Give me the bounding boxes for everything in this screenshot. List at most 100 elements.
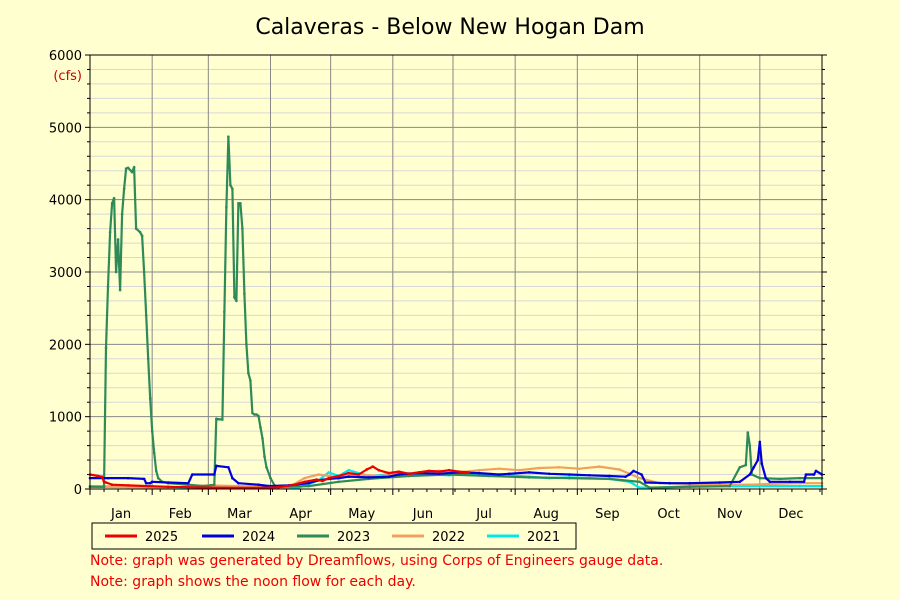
legend-label-2025: 2025 <box>145 530 178 545</box>
legend-label-2024: 2024 <box>242 530 275 545</box>
data-point-2023 <box>798 476 802 480</box>
data-point-2023 <box>140 234 144 238</box>
series-line-2025 <box>89 465 470 489</box>
data-point-2024 <box>337 476 340 480</box>
data-point-2025 <box>110 483 114 486</box>
data-point-2023 <box>223 310 226 314</box>
data-point-2025 <box>457 470 461 473</box>
data-point-2023 <box>748 444 752 447</box>
data-point-2024 <box>347 475 351 479</box>
data-point-2023 <box>728 484 732 488</box>
data-point-2023 <box>239 201 242 205</box>
data-point-2023 <box>148 397 152 400</box>
y-tick-label: 5000 <box>49 121 82 136</box>
data-point-2023 <box>134 227 138 230</box>
data-point-2024 <box>257 483 260 486</box>
y-tick-label: 4000 <box>49 194 82 209</box>
data-point-2023 <box>337 480 340 484</box>
data-point-2024 <box>106 476 110 480</box>
data-point-2023 <box>124 167 128 170</box>
data-point-2023 <box>112 196 116 200</box>
x-tick-label: Feb <box>169 507 192 522</box>
data-point-2023 <box>138 230 142 234</box>
data-point-2024 <box>644 481 647 484</box>
data-point-2024 <box>497 473 501 476</box>
data-point-2023 <box>257 414 260 418</box>
data-point-2024 <box>148 481 152 485</box>
data-point-2024 <box>758 440 762 444</box>
x-tick-label: Aug <box>534 507 559 522</box>
data-point-2024 <box>387 475 391 479</box>
data-point-2023 <box>110 201 114 205</box>
data-point-2023 <box>608 477 611 481</box>
data-point-2023 <box>738 466 742 469</box>
data-point-2023 <box>744 463 748 467</box>
data-point-2022 <box>618 468 621 471</box>
data-point-2021 <box>768 484 772 488</box>
y-tick-label: 1000 <box>49 411 82 426</box>
x-tick-label: Mar <box>227 507 252 522</box>
data-point-2023 <box>688 485 691 489</box>
data-point-2023 <box>213 483 216 486</box>
data-point-2025 <box>303 480 306 484</box>
data-point-2024 <box>437 472 441 476</box>
data-point-2022 <box>517 468 521 472</box>
data-point-2024 <box>632 469 635 473</box>
data-point-2024 <box>213 473 216 476</box>
data-point-2024 <box>237 481 240 485</box>
data-point-2024 <box>568 473 571 476</box>
data-point-2024 <box>215 464 218 468</box>
data-point-2022 <box>748 483 752 486</box>
data-point-2023 <box>154 469 158 473</box>
data-point-2023 <box>221 418 224 421</box>
data-point-2025 <box>104 481 108 484</box>
y-axis-unit: (cfs) <box>53 69 82 84</box>
data-point-2024 <box>788 480 792 484</box>
data-point-2024 <box>756 458 760 462</box>
data-point-2024 <box>802 480 806 484</box>
data-point-2023 <box>261 437 264 440</box>
data-point-2025 <box>277 485 280 489</box>
data-point-2023 <box>130 170 134 174</box>
data-point-2025 <box>96 474 100 478</box>
data-point-2024 <box>367 476 371 479</box>
data-point-2023 <box>102 485 106 489</box>
data-point-2025 <box>293 483 296 486</box>
x-axis: Jan Feb Mar Apr May Jun Jul Aug Sep Oct Nov Dec <box>89 489 823 522</box>
data-point-2023 <box>142 270 146 274</box>
data-point-2025 <box>321 479 324 483</box>
data-point-2023 <box>120 212 124 216</box>
note-noon-flow: Note: graph shows the noon flow for each… <box>90 574 416 590</box>
data-point-2023 <box>527 476 531 479</box>
legend-label-2021: 2021 <box>527 530 560 545</box>
x-tick-label: Dec <box>778 507 803 522</box>
data-point-2024 <box>752 466 756 469</box>
data-point-2023 <box>265 466 268 469</box>
data-point-2025 <box>315 478 318 481</box>
data-point-2023 <box>106 285 110 288</box>
data-point-2025 <box>327 476 330 480</box>
data-point-2023 <box>269 476 272 480</box>
data-point-2024 <box>640 473 643 476</box>
data-point-2023 <box>638 480 641 484</box>
plot-frame <box>89 54 823 490</box>
data-point-2025 <box>467 471 471 474</box>
data-point-2023 <box>758 476 762 480</box>
data-point-2024 <box>764 476 768 480</box>
data-point-2024 <box>812 473 816 476</box>
data-point-2024 <box>477 471 481 475</box>
data-point-2025 <box>146 484 150 488</box>
data-point-2024 <box>804 473 808 476</box>
data-point-2022 <box>477 468 481 472</box>
data-point-2023 <box>251 411 254 415</box>
data-point-2023 <box>263 455 266 458</box>
data-point-2024 <box>142 477 146 481</box>
data-point-2024 <box>527 471 531 474</box>
data-point-2023 <box>255 413 258 416</box>
data-point-2023 <box>146 357 150 361</box>
data-point-2021 <box>347 468 351 472</box>
data-point-2023 <box>249 379 252 382</box>
data-point-2023 <box>487 474 491 478</box>
data-point-2023 <box>241 227 244 230</box>
